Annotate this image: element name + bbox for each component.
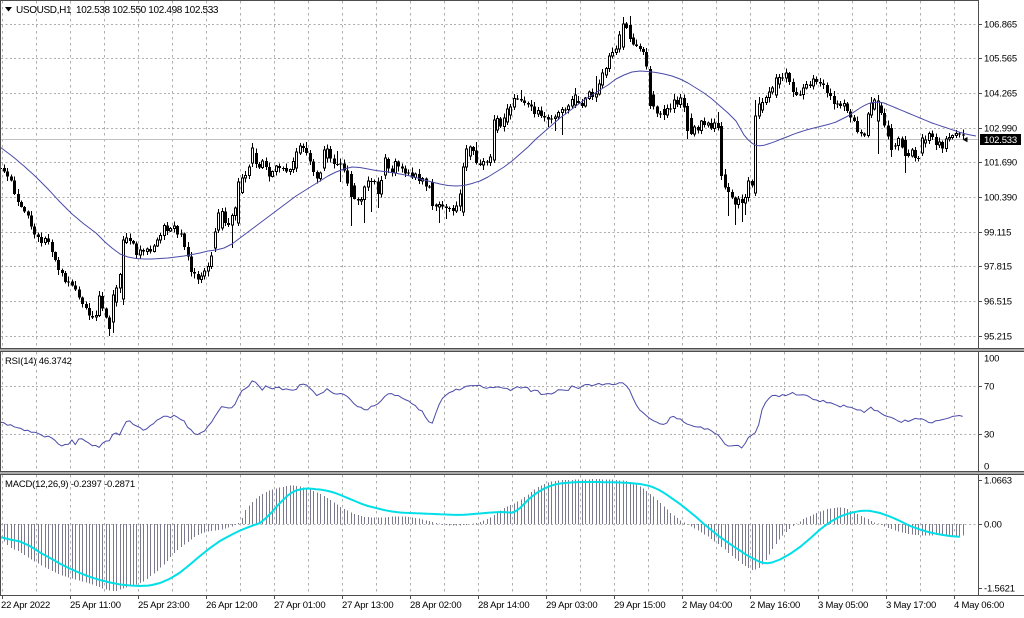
svg-text:0.00: 0.00 <box>984 520 1002 531</box>
svg-text:95.215: 95.215 <box>984 332 1012 343</box>
svg-text:28 Apr 14:00: 28 Apr 14:00 <box>478 600 529 611</box>
svg-text:102.533: 102.533 <box>984 135 1017 146</box>
svg-text:25 Apr 11:00: 25 Apr 11:00 <box>70 600 121 611</box>
svg-text:102.990: 102.990 <box>984 124 1017 135</box>
svg-text:99.115: 99.115 <box>984 228 1011 239</box>
svg-text:25 Apr 23:00: 25 Apr 23:00 <box>138 600 189 611</box>
svg-text:2 May 16:00: 2 May 16:00 <box>750 600 800 611</box>
svg-text:30: 30 <box>984 430 994 441</box>
svg-text:0: 0 <box>984 462 989 473</box>
svg-text:3 May 05:00: 3 May 05:00 <box>818 600 868 611</box>
svg-text:100.390: 100.390 <box>984 193 1017 204</box>
svg-text:2 May 04:00: 2 May 04:00 <box>682 600 732 611</box>
svg-text:4 May 06:00: 4 May 06:00 <box>954 600 1004 611</box>
svg-text:104.265: 104.265 <box>984 89 1017 100</box>
svg-text:1.0663: 1.0663 <box>984 476 1012 487</box>
svg-text:3 May 17:00: 3 May 17:00 <box>886 600 936 611</box>
svg-text:97.815: 97.815 <box>984 262 1012 273</box>
svg-text:28 Apr 02:00: 28 Apr 02:00 <box>410 600 461 611</box>
svg-text:-1.5621: -1.5621 <box>984 584 1015 595</box>
svg-text:26 Apr 12:00: 26 Apr 12:00 <box>206 600 257 611</box>
svg-text:106.865: 106.865 <box>984 20 1017 31</box>
svg-text:MACD(12,26,9) -0.2397 -0.2871: MACD(12,26,9) -0.2397 -0.2871 <box>5 479 135 490</box>
svg-text:105.565: 105.565 <box>984 54 1017 65</box>
svg-text:100: 100 <box>984 354 999 365</box>
svg-text:101.690: 101.690 <box>984 158 1017 169</box>
svg-text:29 Apr 03:00: 29 Apr 03:00 <box>546 600 597 611</box>
svg-text:27 Apr 13:00: 27 Apr 13:00 <box>342 600 393 611</box>
svg-text:70: 70 <box>984 382 994 393</box>
svg-text:27 Apr 01:00: 27 Apr 01:00 <box>274 600 325 611</box>
svg-text:96.515: 96.515 <box>984 297 1012 308</box>
svg-text:22 Apr 2022: 22 Apr 2022 <box>1 600 50 611</box>
svg-text:29 Apr 15:00: 29 Apr 15:00 <box>614 600 665 611</box>
svg-text:RSI(14) 46.3742: RSI(14) 46.3742 <box>5 356 72 367</box>
svg-text:USOUSD,H1 102.538 102.550 102: USOUSD,H1 102.538 102.550 102.498 102.53… <box>16 5 219 16</box>
